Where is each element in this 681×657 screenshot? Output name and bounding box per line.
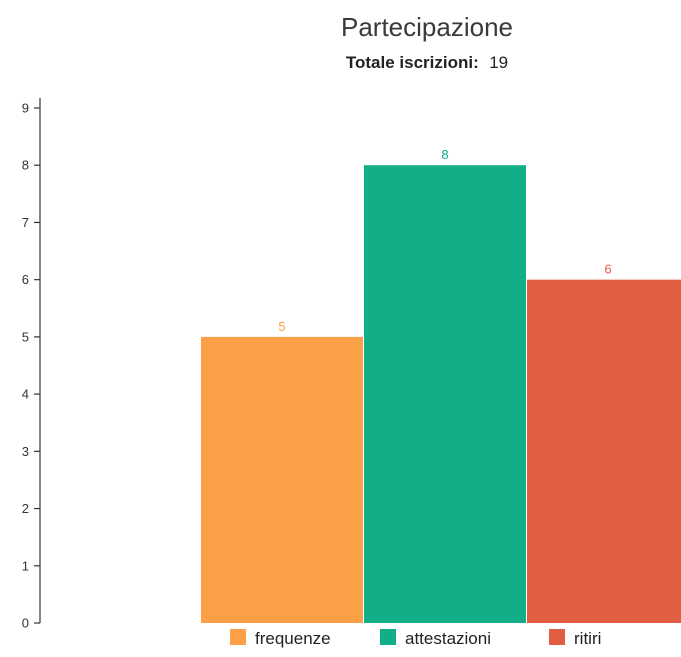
legend-label-frequenze[interactable]: frequenze bbox=[255, 629, 331, 648]
y-tick-label: 3 bbox=[22, 444, 29, 459]
y-tick-label: 5 bbox=[22, 329, 29, 344]
y-tick-label: 0 bbox=[22, 616, 29, 631]
bar-frequenze[interactable] bbox=[201, 336, 363, 623]
y-axis: 0 1 2 3 4 5 6 7 8 9 bbox=[22, 98, 41, 631]
subtitle-label: Totale iscrizioni: bbox=[346, 53, 479, 72]
y-tick-label: 4 bbox=[22, 387, 29, 402]
chart-title: Partecipazione bbox=[341, 12, 513, 42]
legend-label-attestazioni[interactable]: attestazioni bbox=[405, 629, 491, 648]
y-tick-label: 1 bbox=[22, 558, 29, 573]
data-label-ritiri: 6 bbox=[604, 262, 611, 277]
legend-label-ritiri[interactable]: ritiri bbox=[574, 629, 601, 648]
bar-attestazioni[interactable] bbox=[364, 165, 526, 623]
data-label-frequenze: 5 bbox=[278, 319, 285, 334]
y-tick-label: 7 bbox=[22, 215, 29, 230]
data-label-attestazioni: 8 bbox=[441, 147, 448, 162]
bars-group: 5 8 6 bbox=[201, 147, 681, 623]
chart-subtitle: Totale iscrizioni: 19 bbox=[346, 53, 508, 72]
legend-swatch-frequenze[interactable] bbox=[230, 629, 246, 645]
legend: frequenze attestazioni ritiri bbox=[230, 629, 601, 648]
y-tick-label: 9 bbox=[22, 101, 29, 116]
y-tick-label: 2 bbox=[22, 501, 29, 516]
y-tick-label: 6 bbox=[22, 272, 29, 287]
subtitle-value: 19 bbox=[489, 53, 508, 72]
y-tick-label: 8 bbox=[22, 158, 29, 173]
legend-swatch-attestazioni[interactable] bbox=[380, 629, 396, 645]
legend-swatch-ritiri[interactable] bbox=[549, 629, 565, 645]
bar-ritiri[interactable] bbox=[527, 279, 681, 623]
